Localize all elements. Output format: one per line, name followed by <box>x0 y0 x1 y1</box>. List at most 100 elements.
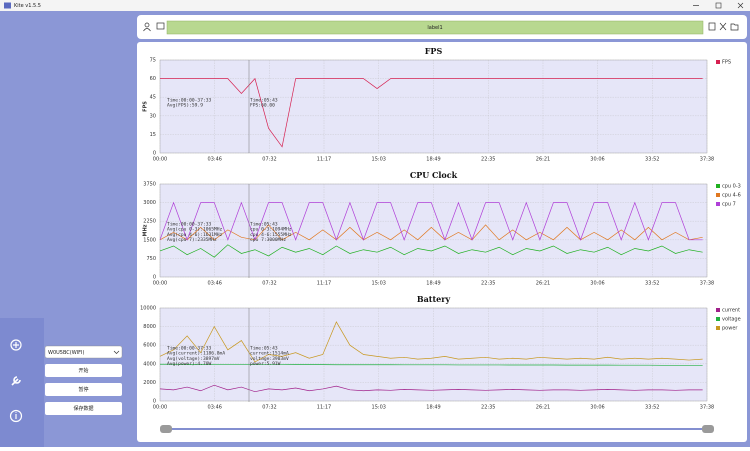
x-tick-label: 22:35 <box>481 281 495 287</box>
annotation: Avg(power):4.70W <box>167 361 211 367</box>
annotation: cpu 7:3000MHz <box>250 237 286 243</box>
annotation: Time:00:00-37:33 <box>167 222 211 228</box>
annotation: Time:00:00-37:33 <box>167 346 211 352</box>
button-bg[interactable] <box>45 402 122 415</box>
sidebar-nav <box>0 318 44 447</box>
button[interactable]: 开始 <box>45 364 122 377</box>
legend-swatch <box>716 317 720 321</box>
y-tick-label: 15 <box>150 132 156 138</box>
y-tick-label: 60 <box>150 76 156 82</box>
legend-label: voltage <box>722 317 741 323</box>
legend-label: cpu 7 <box>722 202 736 208</box>
legend-swatch <box>716 326 720 330</box>
x-tick-label: 00:00 <box>153 281 167 287</box>
charts: FPS FPS 0 15 30 45 60 75 00:00 03:46 07:32 11:17 15:… <box>140 46 741 411</box>
x-tick-label: 18:49 <box>426 405 440 411</box>
x-tick-label: 22:35 <box>481 157 495 163</box>
series-line <box>159 384 703 393</box>
annotation: FPS:60.00 <box>250 103 275 109</box>
legend-swatch <box>716 193 720 197</box>
chart-title: Battery <box>417 294 451 304</box>
user-icon[interactable] <box>143 22 151 32</box>
device-select[interactable]: W0U5BC(WIFI) <box>44 345 123 359</box>
y-tick-label: 3750 <box>143 182 156 188</box>
x-tick-label: 37:38 <box>700 281 714 287</box>
x-tick-label: 03:46 <box>208 157 222 163</box>
save-icon[interactable] <box>708 22 716 31</box>
x-tick-label: 30:06 <box>590 281 604 287</box>
y-tick-label: 2250 <box>143 219 156 225</box>
legend-swatch <box>716 202 720 206</box>
x-tick-label: 37:38 <box>700 157 714 163</box>
y-tick-label: 4000 <box>143 361 156 367</box>
image-icon[interactable] <box>156 22 165 30</box>
add-button[interactable] <box>10 339 22 351</box>
slider-handle[interactable] <box>160 425 172 433</box>
label-bar <box>166 20 704 35</box>
button[interactable]: 保存数据 <box>45 402 122 415</box>
legend-label: power <box>722 326 738 332</box>
x-tick-label: 15:03 <box>372 157 386 163</box>
x-tick-label: 11:17 <box>317 405 331 411</box>
window-controls[interactable] <box>693 2 744 9</box>
label-text: label1 <box>427 25 442 31</box>
x-tick-label: 07:32 <box>262 405 276 411</box>
legend-label: cpu 4-6 <box>722 193 741 199</box>
x-tick-label: 03:46 <box>208 405 222 411</box>
info-button[interactable] <box>9 409 23 423</box>
button-bg[interactable] <box>45 364 122 377</box>
x-tick-label: 33:52 <box>645 157 659 163</box>
button-bg[interactable] <box>45 383 122 396</box>
x-tick-label: 33:52 <box>645 281 659 287</box>
y-tick-label: 750 <box>146 256 156 262</box>
annotation: cpu 4-6:1555MHz <box>250 232 292 238</box>
y-tick-label: 6000 <box>143 343 156 349</box>
annotation: Time:00:00-37:33 <box>167 98 211 104</box>
y-tick-label: 8000 <box>143 324 156 330</box>
x-tick-label: 26:21 <box>536 157 550 163</box>
annotation: Avg(cpu 0-3):1065MHz <box>167 227 223 233</box>
maximize[interactable] <box>715 2 722 9</box>
button-label[interactable]: 保存数据 <box>73 405 93 412</box>
series-line <box>159 201 703 241</box>
settings-button[interactable] <box>11 376 21 386</box>
annotation: current:1514mA <box>250 351 289 357</box>
x-tick-label: 15:03 <box>372 405 386 411</box>
annotation: Avg(cpu 4-6):1631MHz <box>167 232 223 238</box>
window-title: Kite v1.5.5 <box>14 3 41 9</box>
button[interactable]: 暂停 <box>45 383 122 396</box>
y-tick-label: 0 <box>153 399 156 405</box>
x-tick-label: 18:49 <box>426 157 440 163</box>
series-line <box>160 363 703 366</box>
legend-swatch <box>716 184 720 188</box>
legend-swatch <box>716 308 720 312</box>
y-tick-label: 1500 <box>143 237 156 243</box>
button-label[interactable]: 暂停 <box>78 386 88 393</box>
annotation: Time:05:43 <box>250 346 278 352</box>
app-icon <box>4 2 11 9</box>
y-tick-label: 3000 <box>143 200 156 206</box>
chart-title: FPS <box>425 46 443 56</box>
y-axis-label: MHz <box>143 224 149 236</box>
x-tick-label: 03:46 <box>208 281 222 287</box>
series-line <box>159 224 703 241</box>
annotation: Avg(current):1186.8mA <box>167 351 225 357</box>
annotation: cpu 0-3:1094MHz <box>250 227 292 233</box>
legend-label: cpu 0-3 <box>722 184 741 190</box>
slider-handle[interactable] <box>702 425 714 433</box>
folder-icon[interactable] <box>730 23 739 31</box>
legend-label: FPS <box>722 60 731 66</box>
x-tick-label: 15:03 <box>372 281 386 287</box>
range-slider[interactable] <box>160 425 714 433</box>
close[interactable] <box>737 2 744 9</box>
y-tick-label: 0 <box>153 151 156 157</box>
x-tick-label: 00:00 <box>153 157 167 163</box>
x-tick-label: 18:49 <box>426 281 440 287</box>
series-line <box>160 77 703 148</box>
cut-icon[interactable] <box>719 22 727 31</box>
annotation: Time:05:43 <box>250 222 278 228</box>
x-tick-label: 37:38 <box>700 405 714 411</box>
button-label[interactable]: 开始 <box>78 367 88 374</box>
